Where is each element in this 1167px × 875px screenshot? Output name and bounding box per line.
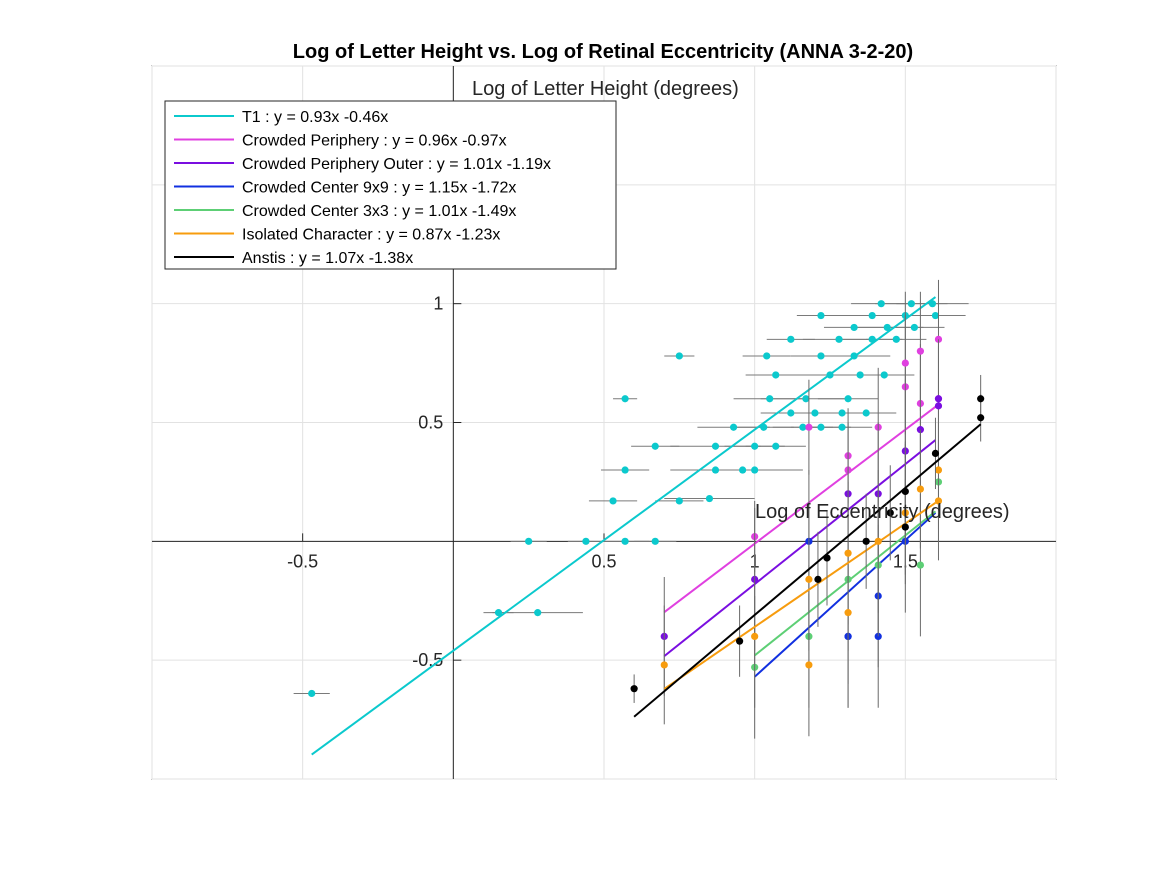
data-point [751, 632, 759, 641]
y-axis-label: Log of Letter Height (degrees) [472, 78, 739, 100]
data-point [751, 442, 759, 450]
data-point [729, 423, 738, 431]
series-group [293, 296, 969, 756]
data-point [880, 371, 888, 379]
data-point [675, 352, 683, 360]
data-point [772, 442, 780, 450]
data-point [928, 300, 937, 308]
data-point [838, 409, 846, 417]
data-point [977, 395, 985, 403]
data-point [977, 414, 985, 422]
data-point [739, 466, 747, 474]
data-point [901, 523, 909, 531]
legend: T1 : y = 0.93x -0.46x Crowded Periphery :… [164, 100, 617, 270]
data-point [736, 637, 744, 645]
data-point [494, 609, 503, 617]
data-point [660, 661, 668, 669]
data-point [630, 685, 638, 693]
data-point [814, 575, 822, 583]
data-point [862, 537, 870, 545]
data-point [675, 497, 683, 505]
data-point [805, 661, 813, 669]
data-point [525, 537, 533, 545]
data-point [931, 449, 940, 457]
x-tick-label: 0.5 [591, 551, 616, 571]
data-point [844, 549, 852, 557]
data-point [811, 409, 819, 417]
data-point [763, 352, 771, 360]
series-layer [293, 279, 985, 756]
data-point [705, 494, 714, 503]
data-point [621, 466, 629, 474]
data-point [711, 442, 720, 450]
data-point [817, 423, 825, 431]
data-point [711, 466, 720, 474]
y-tick-label: -0.5 [412, 650, 443, 670]
x-axis-label: Log of Eccentricity (degrees) [755, 501, 1010, 523]
data-point [582, 537, 590, 545]
data-point [609, 497, 617, 505]
data-point [916, 485, 925, 493]
data-point [835, 335, 843, 343]
data-point [931, 311, 940, 320]
y-tick-label: 0.5 [418, 413, 443, 433]
data-point [916, 561, 925, 569]
legend-label: T1 : y = 0.93x -0.46x [242, 109, 388, 126]
data-point [651, 537, 659, 545]
data-point [787, 335, 795, 343]
data-point [308, 689, 316, 698]
data-point [844, 395, 852, 403]
data-point [856, 371, 864, 379]
data-point [862, 409, 870, 417]
data-point [934, 395, 943, 403]
data-point [907, 300, 915, 308]
data-point [934, 402, 943, 410]
data-point [910, 323, 918, 332]
data-point [877, 300, 885, 308]
data-point [534, 609, 542, 617]
y-tick-label: 1 [433, 294, 443, 314]
fit-line [633, 423, 982, 718]
x-tick-label: -0.5 [287, 551, 318, 571]
data-point [934, 497, 943, 505]
data-point [892, 335, 900, 343]
data-point [651, 442, 659, 450]
data-point [621, 537, 629, 545]
legend-label: Crowded Center 9x9 : y = 1.15x -1.72x [242, 180, 516, 197]
data-point [772, 371, 780, 379]
ticks-layer: -0.5 0.5 1 1.5-0.50.51 [287, 294, 918, 671]
data-point [850, 323, 858, 332]
series-group [630, 374, 985, 718]
legend-label: Anstis : y = 1.07x -1.38x [242, 250, 413, 267]
data-point [805, 423, 813, 431]
data-point [802, 395, 810, 403]
data-point [934, 466, 943, 474]
data-point [817, 311, 825, 320]
fit-line [663, 406, 937, 613]
legend-label: Crowded Periphery : y = 0.96x -0.97x [242, 133, 507, 150]
data-point [838, 423, 846, 431]
legend-box [164, 100, 617, 270]
data-point [886, 509, 894, 517]
data-point [621, 395, 629, 403]
data-point [799, 423, 807, 431]
data-point [883, 323, 891, 332]
data-point [751, 466, 759, 474]
legend-label: Isolated Character : y = 0.87x -1.23x [242, 227, 500, 244]
data-point [916, 347, 925, 355]
data-point [787, 409, 795, 417]
data-point [766, 395, 774, 403]
data-point [817, 352, 825, 360]
legend-label: Crowded Center 3x3 : y = 1.01x -1.49x [242, 203, 516, 220]
data-point [868, 311, 876, 320]
chart-title: Log of Letter Height vs. Log of Retinal … [293, 41, 913, 63]
legend-label: Crowded Periphery Outer : y = 1.01x -1.1… [242, 156, 551, 173]
data-point [901, 359, 909, 367]
data-point [805, 575, 813, 583]
data-point [844, 609, 852, 617]
fit-line [311, 296, 937, 756]
